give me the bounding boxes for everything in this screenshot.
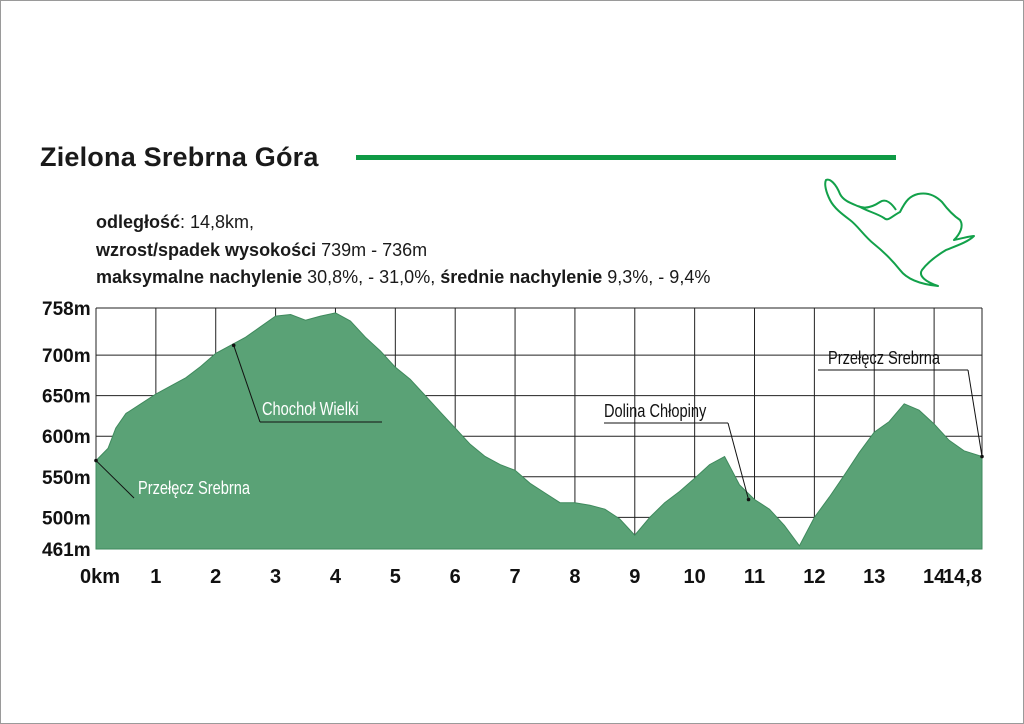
x-tick-label: 13 xyxy=(863,566,885,588)
annotation-leader xyxy=(233,345,261,423)
x-tick-label: 8 xyxy=(569,566,580,588)
elevation-stat: wzrost/spadek wysokości 739m - 736m xyxy=(96,240,427,261)
x-tick-label: 6 xyxy=(450,566,461,588)
page-title: Zielona Srebrna Góra xyxy=(40,142,319,172)
x-tick-label: 12 xyxy=(803,566,825,588)
x-tick-label: 1 xyxy=(150,566,161,588)
x-tick-label: 5 xyxy=(390,566,401,588)
route-map-path xyxy=(824,178,975,287)
x-tick-label: 7 xyxy=(509,566,520,588)
x-tick-label: 0km xyxy=(80,566,120,588)
x-tick-label: 4 xyxy=(330,566,342,588)
route-map-icon xyxy=(824,178,975,287)
x-tick-label: 3 xyxy=(270,566,281,588)
x-tick-label: 14 xyxy=(923,566,946,588)
distance-value: : 14,8km, xyxy=(180,212,255,232)
distance-label: odległość xyxy=(96,212,181,232)
x-tick-label: 14,8 xyxy=(943,566,982,588)
y-tick-label: 550m xyxy=(42,468,91,489)
annotation-label: Przełęcz Srebrna xyxy=(138,477,251,498)
elevation-label: wzrost/spadek wysokości xyxy=(96,240,317,260)
elevation-area xyxy=(95,312,983,550)
annotation-label: Chochoł Wielki xyxy=(262,398,359,419)
annotation-label: Dolina Chłopiny xyxy=(604,400,707,421)
y-tick-label: 700m xyxy=(42,346,91,367)
y-tick-label: 650m xyxy=(42,387,91,408)
annotation-point xyxy=(94,458,98,463)
x-tick-label: 9 xyxy=(629,566,640,588)
x-tick-label: 11 xyxy=(744,566,765,588)
elevation-value: 739m - 736m xyxy=(316,240,428,260)
avg-slope-label: średnie nachylenie xyxy=(440,267,603,287)
title-accent-line xyxy=(356,155,896,160)
max-slope-value: 30,8%, - 31,0%, xyxy=(302,267,441,287)
annotation-point xyxy=(746,497,751,502)
annotation-leader xyxy=(95,460,135,499)
distance-stat: odległość: 14,8km, xyxy=(96,212,254,233)
y-tick-label: 758m xyxy=(42,299,91,320)
annotation-label: Przełęcz Srebrna xyxy=(828,347,941,368)
x-tick-label: 2 xyxy=(210,566,221,588)
y-tick-label: 500m xyxy=(42,508,91,529)
annotation-leader xyxy=(727,422,750,500)
annotation-point xyxy=(980,454,984,459)
annotation-point xyxy=(231,343,236,348)
max-slope-label: maksymalne nachylenie xyxy=(96,267,303,287)
annotation-layer: Przełęcz Srebrna Chochoł Wielki Dolina Chł… xyxy=(94,343,984,502)
avg-slope-value: 9,3%, - 9,4% xyxy=(602,267,711,287)
x-tick-label: 10 xyxy=(684,566,706,588)
y-tick-label: 461m xyxy=(42,540,91,561)
y-tick-label: 600m xyxy=(42,427,91,448)
slope-stat: maksymalne nachylenie 30,8%, - 31,0%, śr… xyxy=(96,267,710,288)
annotation-leader xyxy=(967,369,983,457)
area-layer xyxy=(95,312,983,550)
